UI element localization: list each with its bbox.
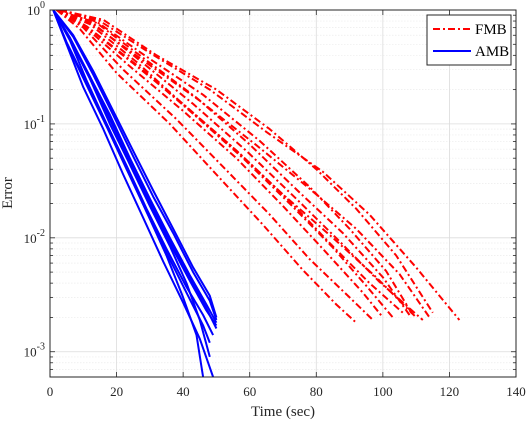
y-tick-label-exponent: -3 <box>37 342 45 353</box>
fmb-run-5 <box>56 10 411 316</box>
legend-label-amb: AMB <box>475 44 509 60</box>
fmb-run-9 <box>56 10 424 321</box>
x-tick-label: 80 <box>310 384 323 399</box>
y-tick-label-exponent: 0 <box>40 0 45 11</box>
y-tick-label-base: 10 <box>27 3 40 18</box>
amb-run-8 <box>52 10 211 344</box>
y-tick-label-base: 10 <box>24 231 37 246</box>
x-tick-label: 0 <box>47 384 54 399</box>
amb-run-7 <box>52 10 218 318</box>
series-amb <box>52 10 218 377</box>
amb-run-3 <box>52 10 218 321</box>
y-tick-label-exponent: -1 <box>37 114 45 125</box>
legend-label-fmb: FMB <box>475 22 507 38</box>
y-tick-label: 100 <box>27 0 45 18</box>
plot-area-frame <box>49 9 517 378</box>
x-tick-label: 140 <box>506 384 526 399</box>
y-tick-label-exponent: -2 <box>37 228 45 239</box>
x-tick-label: 20 <box>110 384 123 399</box>
amb-run-10 <box>52 10 211 358</box>
y-tick-label: 10-3 <box>24 342 45 360</box>
y-tick-label: 10-2 <box>24 228 45 246</box>
fmb-run-8 <box>56 10 357 324</box>
series-layer <box>52 10 461 377</box>
x-axis-label: Time (sec) <box>251 404 315 420</box>
plot-area-background <box>50 10 516 377</box>
fmb-run-3 <box>59 10 461 321</box>
y-tick-label-base: 10 <box>24 117 37 132</box>
fmb-run-6 <box>56 10 394 319</box>
fmb-run-11 <box>56 10 384 319</box>
y-tick-label: 10-1 <box>24 114 45 132</box>
y-axis-label: Error <box>0 177 16 209</box>
fmb-run-4 <box>56 10 374 321</box>
x-tick-label: 100 <box>373 384 393 399</box>
legend-box <box>426 14 512 66</box>
fmb-run-7 <box>59 10 434 314</box>
legend: FMB AMB <box>426 14 512 66</box>
fmb-run-2 <box>56 10 431 318</box>
x-tick-label: 40 <box>177 384 190 399</box>
series-fmb <box>56 10 461 324</box>
ticks <box>49 9 517 378</box>
x-tick-label: 60 <box>243 384 256 399</box>
y-tick-label-base: 10 <box>24 345 37 360</box>
fmb-run-10 <box>59 10 414 316</box>
x-tick-labels: 0 20 40 60 80 100 120 140 <box>47 384 526 399</box>
x-tick-label: 120 <box>440 384 460 399</box>
fmb-run-12 <box>56 10 404 314</box>
